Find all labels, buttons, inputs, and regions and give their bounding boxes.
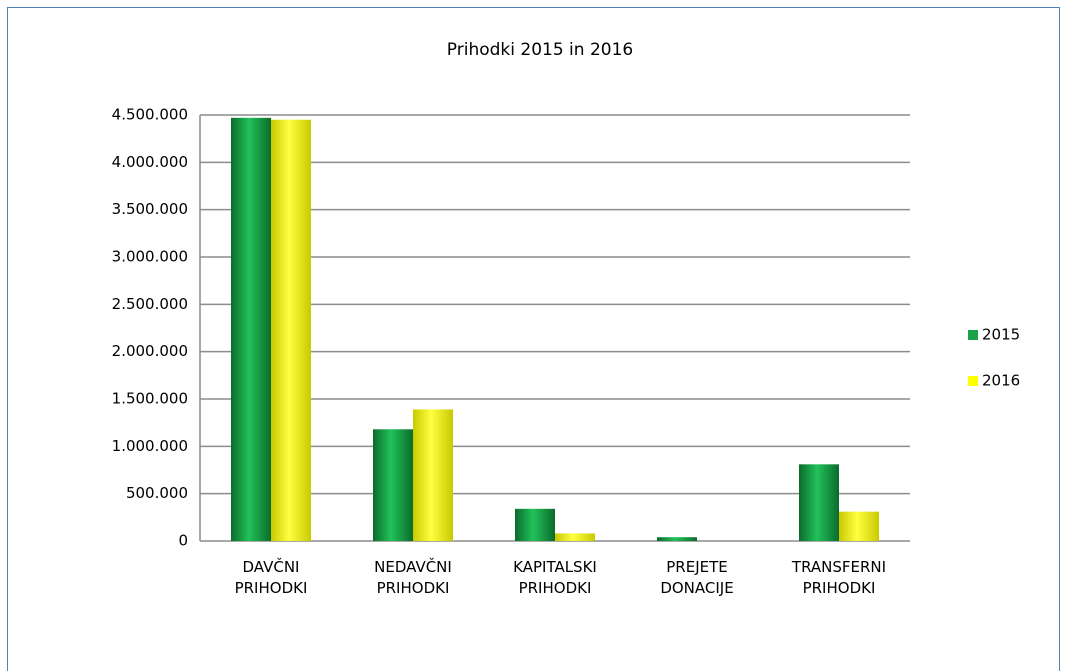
y-tick-label: 500.000 — [126, 484, 188, 502]
x-tick-label: KAPITALSKI PRIHODKI — [513, 558, 597, 597]
legend-swatch — [968, 330, 978, 340]
y-tick-label: 4.000.000 — [112, 153, 188, 171]
x-tick-label: TRANSFERNI PRIHODKI — [791, 558, 887, 597]
y-tick-label: 0 — [178, 532, 188, 550]
bar — [271, 119, 311, 541]
y-tick-label: 3.000.000 — [112, 248, 188, 266]
bar — [799, 464, 839, 541]
chart-title: Prihodki 2015 in 2016 — [447, 40, 633, 60]
bar — [373, 429, 413, 541]
legend-swatch — [968, 376, 978, 386]
bar — [555, 533, 595, 541]
legend-label: 2016 — [982, 372, 1020, 390]
y-tick-label: 4.500.000 — [112, 106, 188, 124]
x-tick-label: PREJETE DONACIJE — [660, 558, 734, 597]
x-tick-label: NEDAVČNI PRIHODKI — [374, 558, 452, 597]
bar — [839, 511, 879, 541]
legend-label: 2015 — [982, 326, 1020, 344]
bar — [657, 537, 697, 541]
bar — [515, 508, 555, 541]
y-tick-label: 1.000.000 — [112, 437, 188, 455]
frame — [7, 7, 1060, 671]
bar — [231, 117, 271, 541]
bar — [413, 409, 453, 541]
y-tick-label: 2.000.000 — [112, 342, 188, 360]
y-tick-label: 3.500.000 — [112, 200, 188, 218]
y-tick-label: 1.500.000 — [112, 390, 188, 408]
y-tick-label: 2.500.000 — [112, 295, 188, 313]
x-tick-label: DAVČNI PRIHODKI — [234, 558, 308, 597]
